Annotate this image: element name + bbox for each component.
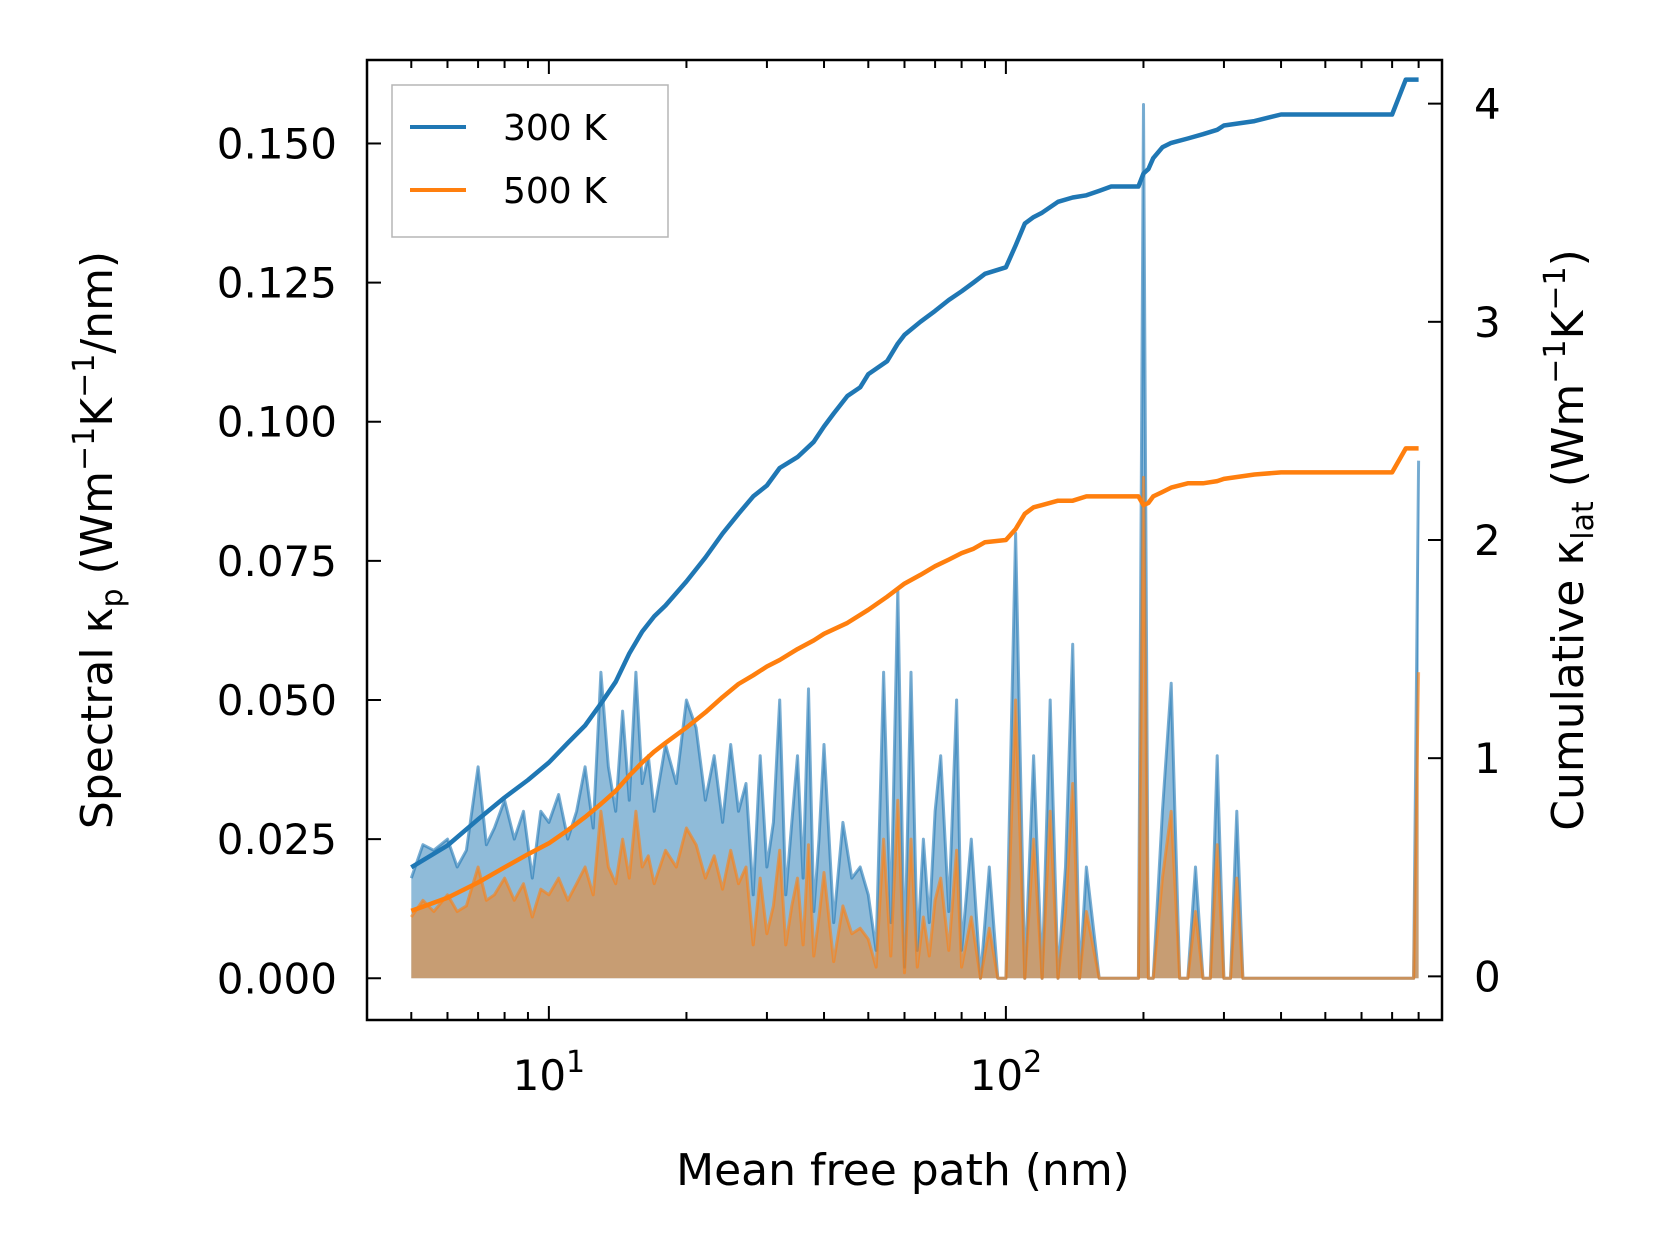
- spectral-line-500k: [410, 475, 1421, 980]
- ticks-layer: 101 1020.0000.0250.0500.0750.1000.1250.15…: [217, 60, 1501, 1100]
- x-axis-title: Mean free path (nm): [676, 1145, 1130, 1196]
- series-layer: [409, 77, 1421, 980]
- y-axis-title-right: Cumulative κlat (Wm−1K−1): [1538, 249, 1601, 831]
- y-right-tick-label: 4: [1474, 80, 1501, 129]
- y-right-tick-label: 1: [1474, 734, 1501, 783]
- x-tick-label: 101: [513, 1045, 586, 1100]
- legend: 300 K 500 K: [391, 84, 669, 238]
- cumulative-line-500k: [410, 446, 1419, 914]
- cumulative-line-300k: [410, 77, 1419, 870]
- y-right-tick-label: 3: [1474, 298, 1501, 347]
- y-left-tick-label: 0.100: [217, 398, 337, 447]
- y-left-tick-label: 0.025: [217, 815, 337, 864]
- legend-label-300k: 300 K: [503, 108, 608, 149]
- legend-label-500k: 500 K: [503, 171, 608, 212]
- x-tick-label: 102: [970, 1045, 1043, 1100]
- plot-frame: [365, 58, 1444, 1022]
- y-right-tick-label: 2: [1474, 516, 1501, 565]
- y-left-tick-label: 0.125: [217, 259, 337, 308]
- y-left-tick-label: 0.150: [217, 119, 337, 168]
- y-axis-title-left: Spectral κp (Wm−1K−1/nm): [67, 251, 130, 829]
- y-right-tick-label: 0: [1474, 952, 1501, 1001]
- legend-box: [391, 84, 669, 238]
- y-left-tick-label: 0.050: [217, 676, 337, 725]
- y-left-tick-label: 0.075: [217, 537, 337, 586]
- y-left-tick-label: 0.000: [217, 954, 337, 1003]
